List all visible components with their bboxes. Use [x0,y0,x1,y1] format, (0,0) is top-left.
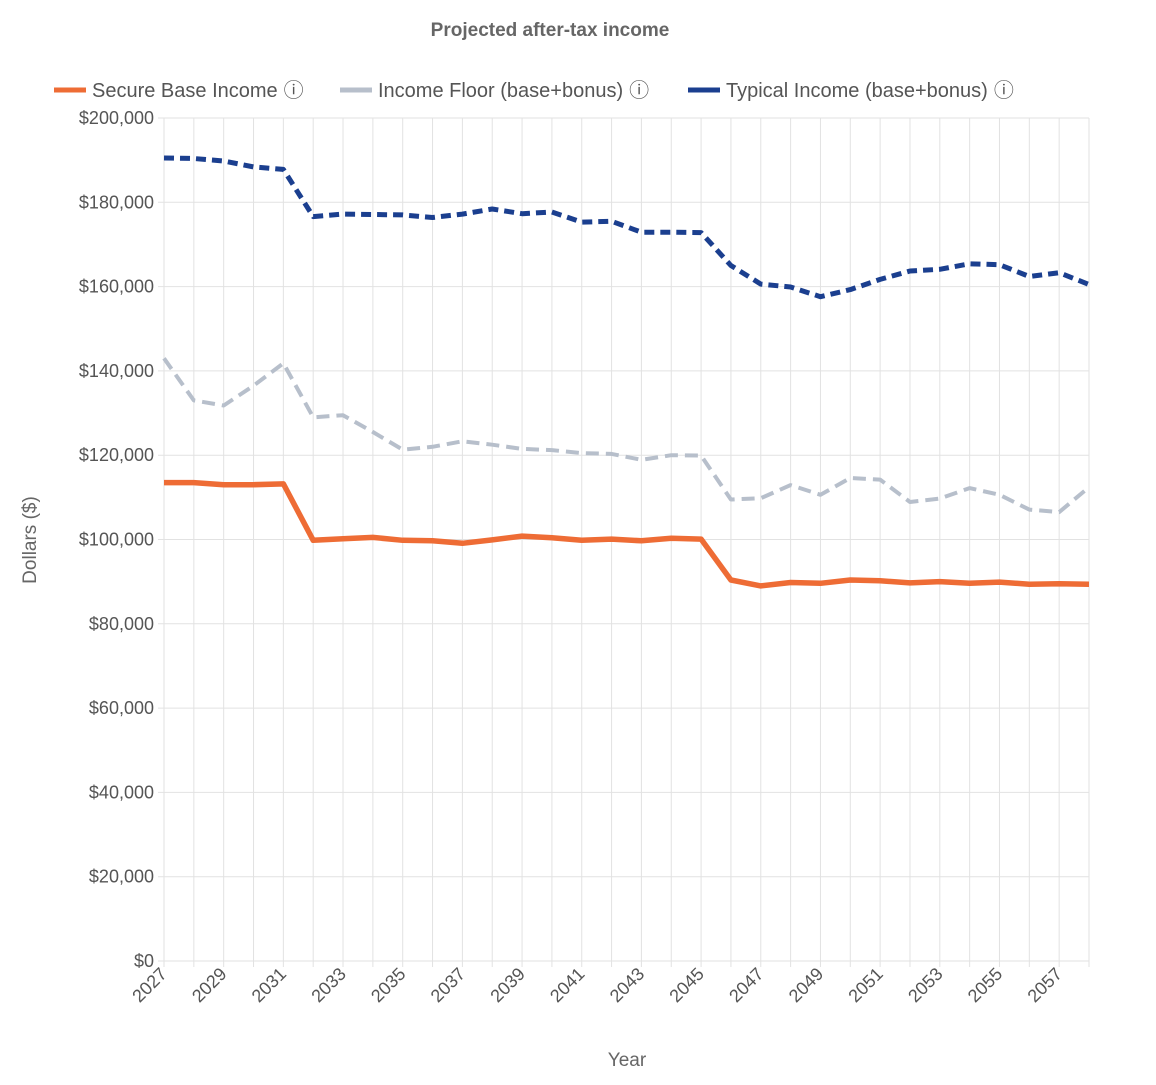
x-tick-label: 2057 [1024,964,1066,1006]
y-tick-label: $20,000 [89,867,154,887]
info-icon[interactable]: ⓘ [284,79,304,102]
y-tick-label: $140,000 [79,361,154,381]
x-axis-ticks: 2027 2029 2031 2033 2035 2037 2039 2041 2043 2045… [128,964,1066,1006]
y-tick-label: $60,000 [89,698,154,718]
legend-item-0[interactable]: Secure Base Income ⓘ [54,79,304,102]
y-tick-label: $80,000 [89,614,154,634]
x-tick-label: 2037 [427,964,469,1006]
y-axis-ticks: $0 $20,000 $40,000 $60,000 $80,000 $100,000 $1… [79,108,154,971]
legend-item-2[interactable]: Typical Income (base+bonus) ⓘ [688,79,1014,102]
legend: Secure Base Income ⓘ Income Floor (base+bo… [54,79,1014,102]
x-tick-label: 2033 [307,964,349,1006]
legend-label: Secure Base Income [92,80,278,102]
x-tick-label: 2029 [188,964,230,1006]
x-tick-label: 2047 [725,964,767,1006]
x-tick-label: 2049 [785,964,827,1006]
legend-label: Income Floor (base+bonus) [378,80,623,102]
legend-label: Typical Income (base+bonus) [726,80,988,102]
y-tick-label: $120,000 [79,445,154,465]
x-tick-label: 2041 [546,964,588,1006]
x-tick-label: 2031 [248,964,290,1006]
x-tick-label: 2051 [844,964,886,1006]
series-lines [162,155,1091,589]
x-tick-label: 2043 [606,964,648,1006]
y-axis-label: Dollars ($) [20,496,41,584]
y-tick-label: $40,000 [89,782,154,802]
series-line-0 [164,479,1090,589]
y-tick-label: $0 [134,951,154,971]
series-line-2 [163,155,1090,300]
x-axis-label: Year [608,1050,647,1071]
legend-item-1[interactable]: Income Floor (base+bonus) ⓘ [340,79,649,102]
info-icon[interactable]: ⓘ [994,79,1014,102]
x-tick-label: 2055 [964,964,1006,1006]
x-tick-label: 2053 [904,964,946,1006]
info-icon[interactable]: ⓘ [629,79,649,102]
x-tick-label: 2035 [367,964,409,1006]
x-tick-label: 2045 [665,964,707,1006]
y-tick-label: $200,000 [79,108,154,128]
series-line-1 [162,357,1091,515]
x-tick-label: 2039 [486,964,528,1006]
y-tick-label: $180,000 [79,192,154,212]
y-tick-label: $160,000 [79,277,154,297]
chart-title: Projected after-tax income [431,20,670,41]
y-tick-label: $100,000 [79,530,154,550]
